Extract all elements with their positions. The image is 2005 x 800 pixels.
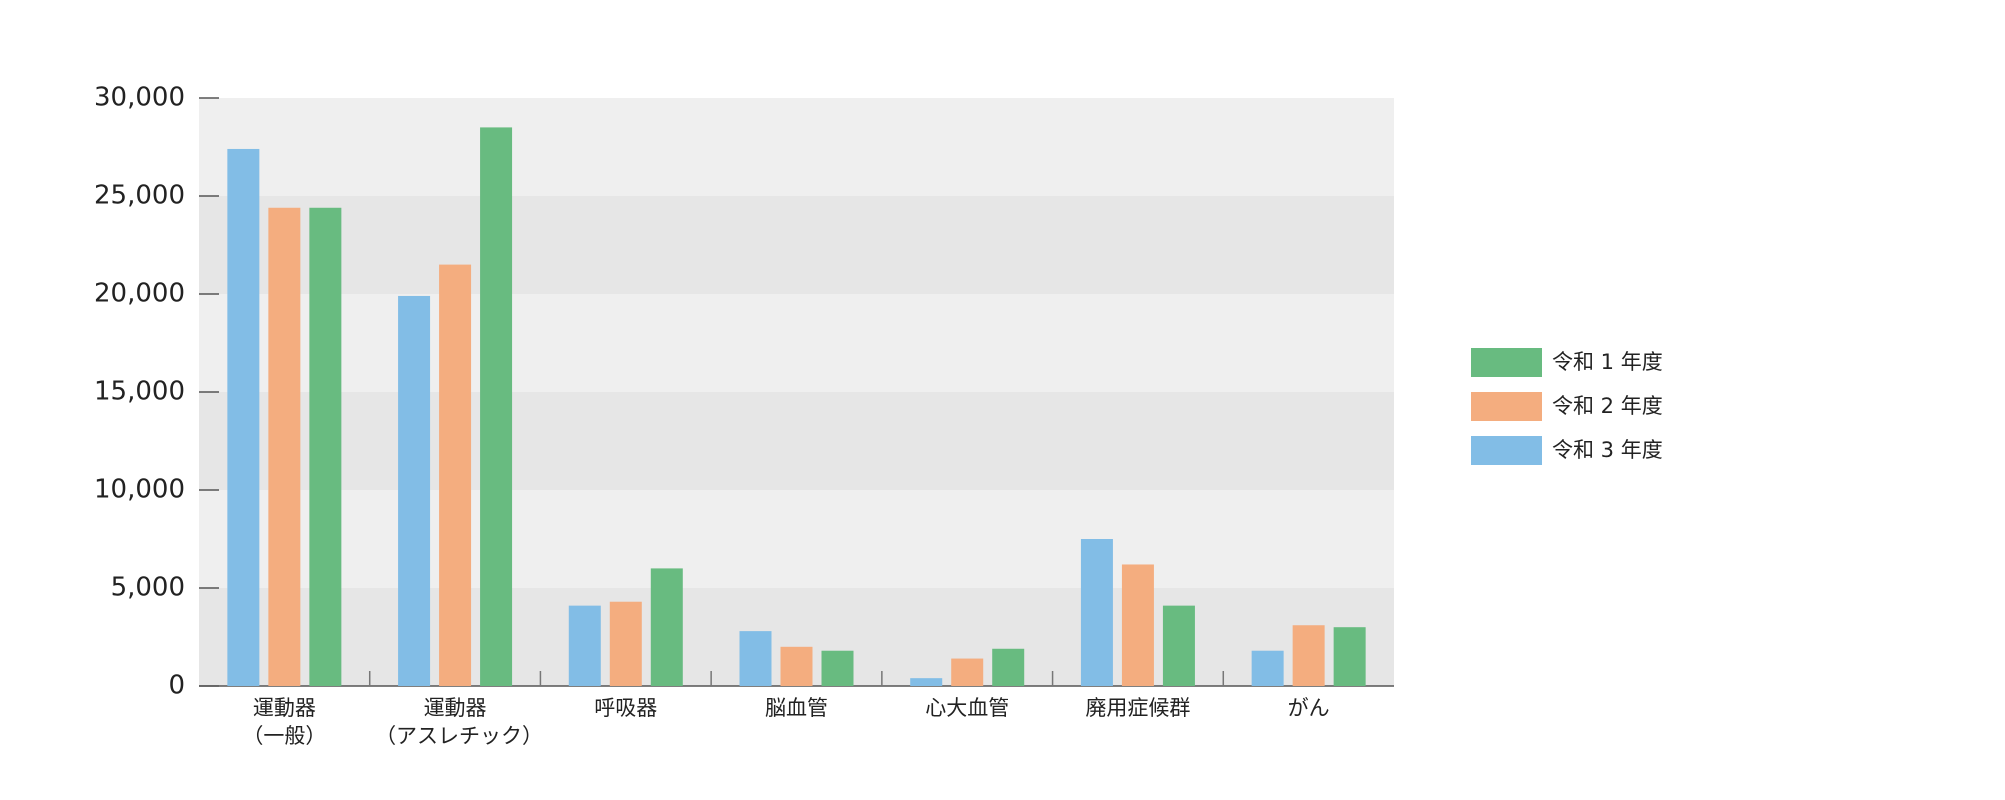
bar bbox=[1292, 625, 1325, 686]
bar bbox=[1251, 650, 1284, 686]
bar bbox=[1333, 627, 1366, 686]
bar bbox=[568, 605, 601, 686]
bar bbox=[821, 650, 854, 686]
x-tick-label: がん bbox=[1287, 696, 1330, 720]
bar bbox=[780, 646, 813, 686]
bar bbox=[951, 658, 984, 686]
bar bbox=[268, 207, 301, 686]
legend-label: 令和 1 年度 bbox=[1552, 350, 1663, 374]
legend-swatch bbox=[1471, 348, 1542, 377]
legend-label: 令和 3 年度 bbox=[1552, 438, 1663, 462]
grid-band bbox=[199, 294, 1394, 392]
x-tick-label: 運動器 （一般） bbox=[242, 696, 327, 748]
bar bbox=[910, 678, 943, 686]
y-tick-label: 0 bbox=[168, 671, 185, 701]
legend-swatch bbox=[1471, 436, 1542, 465]
grid-band bbox=[199, 98, 1394, 196]
grid-band bbox=[199, 490, 1394, 588]
x-tick-label: 心大血管 bbox=[925, 696, 1010, 720]
y-tick-label: 30,000 bbox=[94, 83, 185, 113]
x-tick-label: 運動器 （アスレチック） bbox=[375, 696, 544, 748]
bar bbox=[739, 631, 772, 686]
x-tick-label: 廃用症候群 bbox=[1085, 696, 1191, 720]
grid-band bbox=[199, 392, 1394, 490]
bar bbox=[398, 295, 431, 686]
bar bbox=[1080, 539, 1113, 686]
legend-label: 令和 2 年度 bbox=[1552, 394, 1663, 418]
legend-swatch bbox=[1471, 392, 1542, 421]
grid-band bbox=[199, 196, 1394, 294]
x-tick-label: 脳血管 bbox=[765, 696, 828, 720]
bar bbox=[309, 207, 342, 686]
y-tick-label: 5,000 bbox=[111, 573, 185, 603]
bar bbox=[227, 148, 260, 686]
y-tick-label: 10,000 bbox=[94, 475, 185, 505]
bar bbox=[609, 601, 642, 686]
x-tick-label: 呼吸器 bbox=[594, 696, 658, 720]
bar bbox=[480, 127, 513, 686]
y-tick-label: 20,000 bbox=[94, 279, 185, 309]
y-tick-label: 25,000 bbox=[94, 181, 185, 211]
bar bbox=[439, 264, 472, 686]
bar bbox=[1121, 564, 1154, 686]
bar bbox=[992, 648, 1025, 686]
y-tick-label: 15,000 bbox=[94, 377, 185, 407]
bar bbox=[1162, 605, 1195, 686]
bar bbox=[650, 568, 683, 686]
